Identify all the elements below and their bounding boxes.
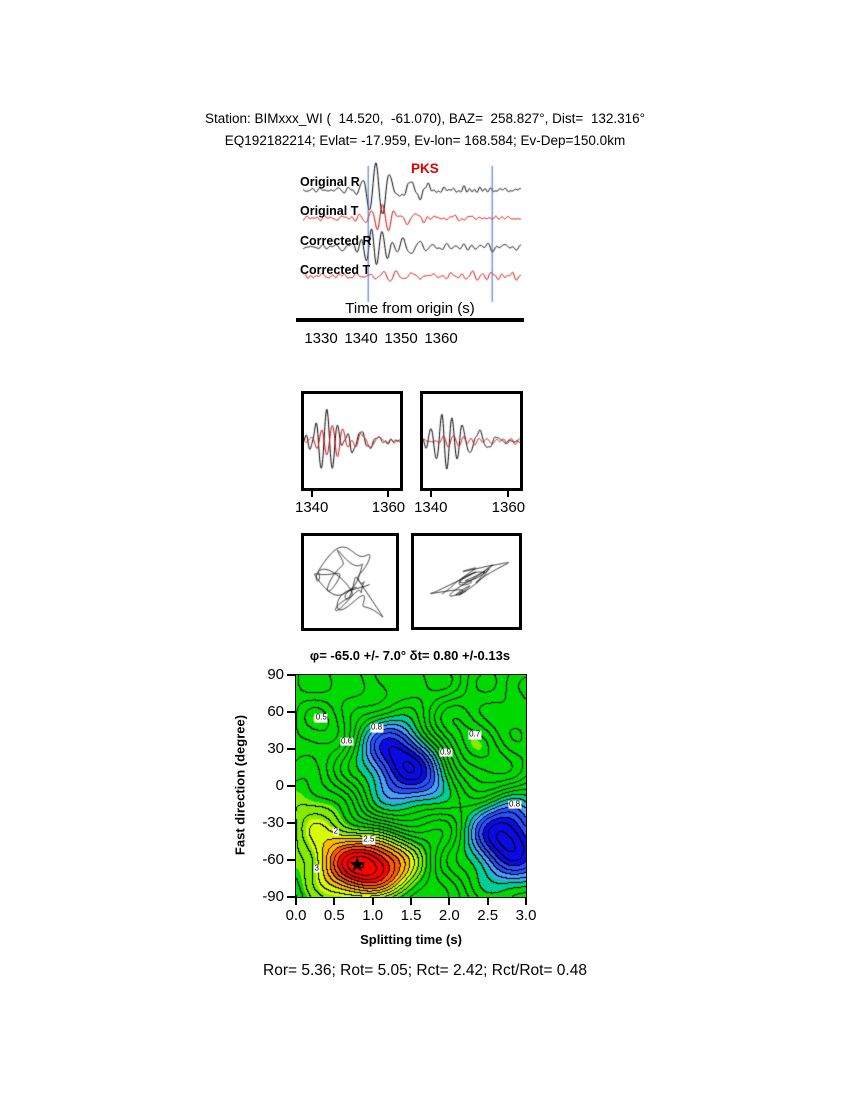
- quality-metrics-line: Ror= 5.36; Rot= 5.05; Rct= 2.42; Rct/Rot…: [263, 962, 587, 979]
- windowed-corrected-panel: [420, 391, 523, 491]
- splitting-result-title: φ= -65.0 +/- 7.0° δt= 0.80 +/-0.13s: [309, 648, 511, 663]
- window-tick-label: 1340: [414, 499, 448, 516]
- trace-label-original-r: Original R: [300, 175, 360, 189]
- windowed-original-canvas: [304, 394, 400, 488]
- seismogram-traces-canvas: [295, 160, 530, 305]
- contour-level-label: 0.9: [438, 747, 453, 758]
- x-tick-mark: [448, 898, 451, 905]
- y-tick-label: 30: [267, 740, 284, 757]
- y-tick-mark: [287, 785, 295, 787]
- station-info-line: Station: BIMxxx_WI ( 14.520, -61.070), B…: [204, 111, 646, 126]
- trace-label-corrected-r: Corrected R: [300, 234, 372, 248]
- y-tick-mark: [287, 896, 295, 898]
- y-tick-label: 0: [275, 777, 284, 794]
- contour-level-label: 2.5: [362, 834, 376, 845]
- x-tick-label: 1.0: [362, 907, 384, 924]
- x-tick-label: 0.5: [323, 907, 345, 924]
- window-tick-mark: [429, 491, 432, 497]
- y-tick-label: 90: [267, 666, 284, 683]
- contour-level-label: 3: [313, 863, 320, 874]
- x-tick-label: 2.5: [477, 907, 499, 924]
- x-tick-label: 1.5: [400, 907, 422, 924]
- y-tick-mark: [287, 822, 295, 824]
- contour-level-label: 0.6: [340, 736, 354, 746]
- window-tick-label: 1360: [371, 499, 406, 516]
- time-tick-label: 1350: [384, 330, 418, 347]
- trace-label-original-t: Original T: [300, 204, 359, 218]
- time-tick-label: 1340: [344, 330, 378, 347]
- time-axis-line: [296, 318, 524, 322]
- x-tick-mark: [486, 898, 489, 905]
- contour-level-label: 0.7: [468, 730, 482, 740]
- y-tick-mark: [287, 674, 295, 676]
- y-tick-mark: [287, 748, 295, 750]
- error-surface-panel: [295, 674, 527, 898]
- window-tick-mark: [507, 491, 510, 497]
- contour-level-label: 0.8: [507, 799, 522, 809]
- y-axis-label: Fast direction (degree): [232, 714, 248, 856]
- x-tick-label: 2.0: [438, 907, 460, 924]
- x-tick-label: 3.0: [515, 907, 537, 924]
- error-surface-canvas: [296, 675, 526, 897]
- time-tick-label: 1360: [424, 330, 458, 347]
- y-tick-label: -60: [262, 851, 284, 868]
- windowed-corrected-canvas: [423, 394, 520, 488]
- event-info-line: EQ192182214; Evlat= -17.959, Ev-lon= 168…: [224, 133, 626, 148]
- best-solution-star-icon: ★: [347, 853, 367, 877]
- particle-motion-original-panel: [301, 533, 399, 631]
- x-tick-mark: [410, 898, 412, 905]
- contour-level-label: 2: [332, 826, 340, 837]
- time-axis-label: Time from origin (s): [345, 300, 475, 317]
- trace-label-corrected-t: Corrected T: [300, 263, 371, 277]
- y-tick-label: -90: [262, 888, 284, 905]
- window-tick-mark: [310, 491, 313, 497]
- contour-level-label: 0.8: [369, 722, 384, 733]
- y-tick-mark: [287, 859, 295, 861]
- x-tick-mark: [333, 898, 336, 905]
- x-axis-label: Splitting time (s): [360, 932, 462, 947]
- x-tick-mark: [525, 898, 527, 905]
- phase-label: PKS: [411, 161, 439, 176]
- x-tick-label: 0.0: [285, 907, 307, 924]
- y-tick-mark: [287, 711, 295, 713]
- y-tick-label: -30: [262, 814, 284, 831]
- y-tick-label: 60: [267, 703, 284, 720]
- particle-motion-original-canvas: [304, 536, 396, 628]
- windowed-original-panel: [301, 391, 403, 491]
- x-tick-mark: [295, 898, 297, 905]
- x-tick-mark: [371, 898, 374, 905]
- window-tick-label: 1360: [491, 499, 526, 516]
- time-tick-label: 1330: [304, 330, 338, 347]
- contour-level-label: 0.5: [314, 712, 328, 723]
- window-tick-label: 1340: [294, 499, 329, 516]
- particle-motion-corrected-canvas: [414, 536, 519, 627]
- window-tick-mark: [387, 491, 390, 497]
- particle-motion-corrected-panel: [411, 533, 522, 630]
